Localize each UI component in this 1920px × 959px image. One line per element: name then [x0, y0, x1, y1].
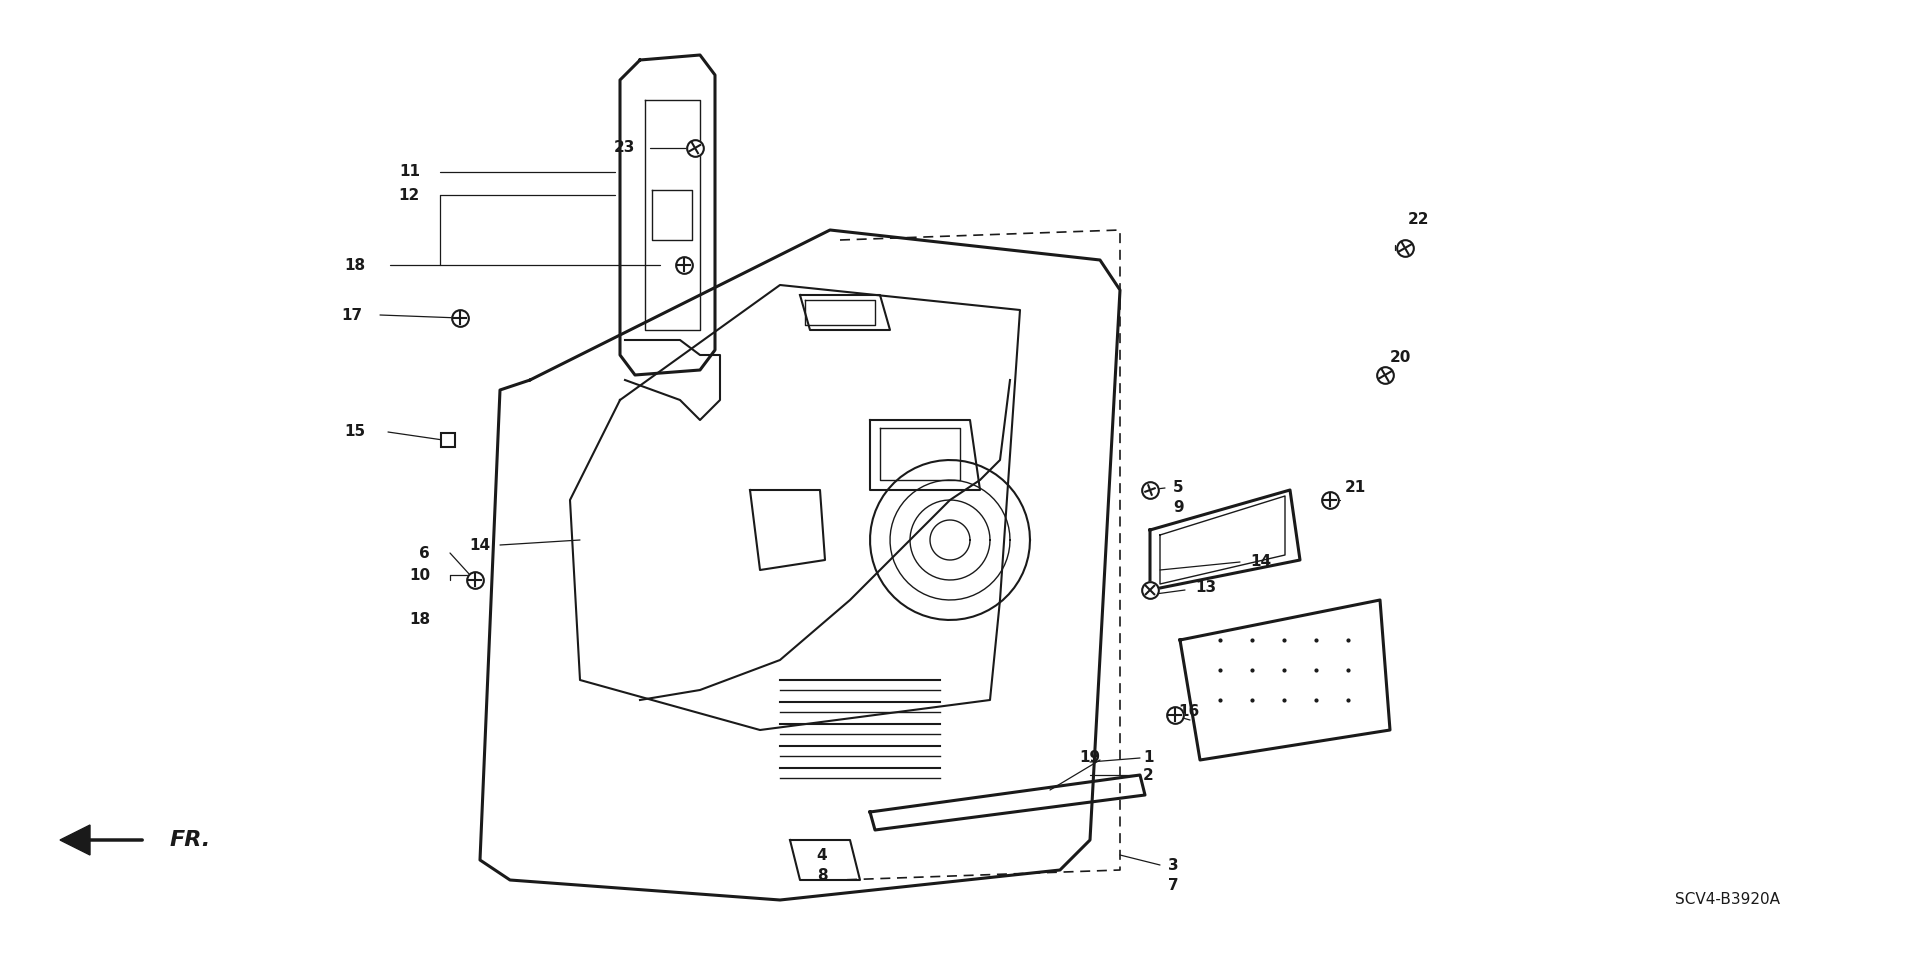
Text: 6: 6 — [419, 546, 430, 560]
Text: 4: 4 — [816, 849, 828, 863]
Text: 14: 14 — [468, 537, 490, 552]
Polygon shape — [60, 825, 90, 855]
Text: 12: 12 — [399, 188, 420, 202]
Text: 2: 2 — [1142, 767, 1154, 783]
Text: 16: 16 — [1179, 705, 1200, 719]
Text: 11: 11 — [399, 165, 420, 179]
Text: 14: 14 — [1250, 554, 1271, 570]
Text: 23: 23 — [614, 141, 636, 155]
Text: 10: 10 — [409, 568, 430, 582]
Text: 20: 20 — [1390, 349, 1411, 364]
Text: 22: 22 — [1407, 213, 1430, 227]
Text: 9: 9 — [1173, 501, 1183, 516]
Text: 8: 8 — [816, 869, 828, 883]
Text: 21: 21 — [1346, 480, 1367, 496]
Text: 19: 19 — [1079, 751, 1100, 765]
Text: 3: 3 — [1167, 857, 1179, 873]
Text: 1: 1 — [1142, 751, 1154, 765]
Text: 13: 13 — [1194, 580, 1215, 596]
Text: SCV4-B3920A: SCV4-B3920A — [1674, 893, 1780, 907]
Text: 17: 17 — [342, 308, 363, 322]
Text: FR.: FR. — [171, 830, 211, 850]
Text: 18: 18 — [409, 613, 430, 627]
Text: 15: 15 — [344, 425, 365, 439]
Text: 5: 5 — [1173, 480, 1183, 496]
Text: 18: 18 — [344, 258, 365, 272]
Text: 7: 7 — [1167, 877, 1179, 893]
